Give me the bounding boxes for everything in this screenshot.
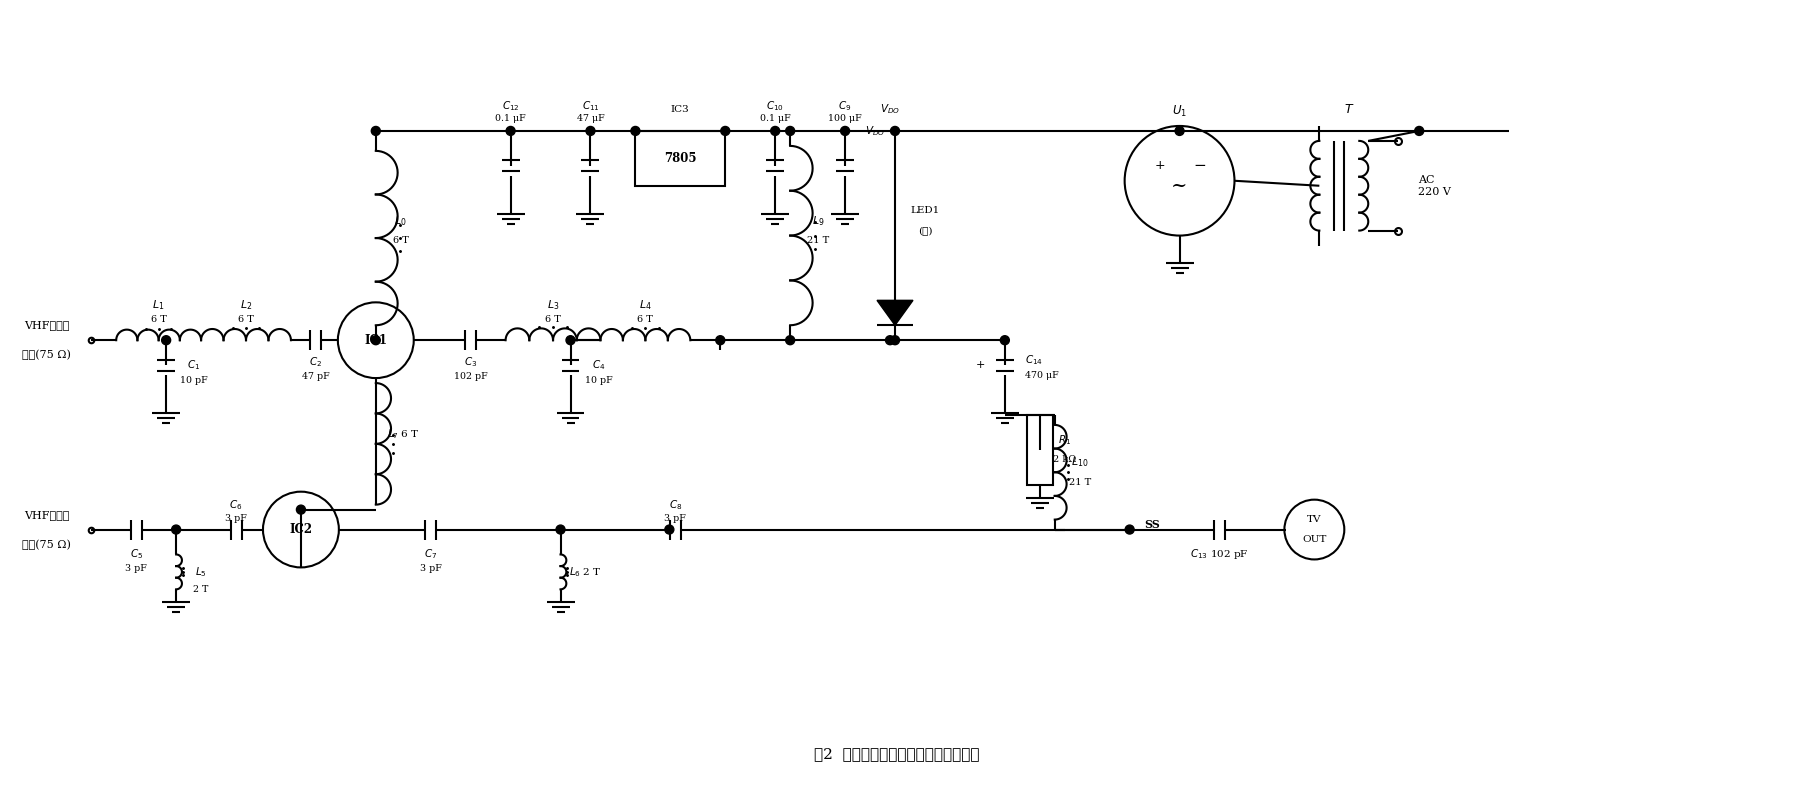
Circle shape xyxy=(666,525,675,534)
Text: 6 T: 6 T xyxy=(239,314,255,324)
Text: $R_1$: $R_1$ xyxy=(1058,433,1071,446)
Text: 2 kΩ: 2 kΩ xyxy=(1053,455,1076,464)
Text: 6 T: 6 T xyxy=(151,314,167,324)
Polygon shape xyxy=(877,300,913,326)
Text: 3 pF: 3 pF xyxy=(420,564,441,573)
Text: $C_{13}$ 102 pF: $C_{13}$ 102 pF xyxy=(1189,547,1249,562)
Text: IC3: IC3 xyxy=(671,105,689,114)
Text: $L_5$: $L_5$ xyxy=(196,565,206,579)
Text: $T$: $T$ xyxy=(1344,102,1354,115)
Text: $L_4$: $L_4$ xyxy=(639,298,651,312)
Text: TV: TV xyxy=(1308,515,1322,524)
Circle shape xyxy=(631,126,640,135)
Text: $C_{10}$: $C_{10}$ xyxy=(766,99,784,113)
Text: $C_4$: $C_4$ xyxy=(592,358,605,372)
Circle shape xyxy=(567,336,576,345)
Text: 47 μF: 47 μF xyxy=(576,114,605,123)
Text: 图2  放大－混合方式天线放大器电路图: 图2 放大－混合方式天线放大器电路图 xyxy=(814,746,980,761)
Text: $L_{10}$: $L_{10}$ xyxy=(1071,455,1089,469)
Text: VHF电视信: VHF电视信 xyxy=(23,510,68,520)
Text: $L_9$: $L_9$ xyxy=(813,214,825,227)
Text: $C_{12}$: $C_{12}$ xyxy=(502,99,520,113)
Text: 10 pF: 10 pF xyxy=(179,375,208,385)
Circle shape xyxy=(771,126,780,135)
Text: (红): (红) xyxy=(919,226,933,235)
Circle shape xyxy=(786,126,795,135)
Text: $C_2$: $C_2$ xyxy=(309,355,323,369)
Text: 3 pF: 3 pF xyxy=(664,514,687,523)
Text: 号人(75 Ω): 号人(75 Ω) xyxy=(22,350,70,361)
Circle shape xyxy=(161,336,170,345)
Text: 21 T: 21 T xyxy=(1069,478,1091,486)
Text: 470 μF: 470 μF xyxy=(1024,370,1058,379)
Text: 2 T: 2 T xyxy=(194,586,208,594)
Circle shape xyxy=(506,126,515,135)
Text: SS: SS xyxy=(1145,519,1161,530)
Text: ~: ~ xyxy=(1171,177,1188,194)
Circle shape xyxy=(296,505,305,514)
Text: $L_7$ 6 T: $L_7$ 6 T xyxy=(388,427,420,441)
Text: 3 pF: 3 pF xyxy=(126,564,147,573)
Text: 47 pF: 47 pF xyxy=(301,371,330,381)
Text: 6 T: 6 T xyxy=(637,314,653,324)
Text: $L_1$: $L_1$ xyxy=(152,298,165,312)
Bar xyxy=(635,131,725,186)
Text: $C_9$: $C_9$ xyxy=(838,99,852,113)
Text: 21 T: 21 T xyxy=(807,236,829,245)
Circle shape xyxy=(556,525,565,534)
Text: $V_{DO}$: $V_{DO}$ xyxy=(879,102,901,116)
Text: $V_{DO}$: $V_{DO}$ xyxy=(865,124,884,138)
Circle shape xyxy=(716,336,725,345)
Text: 10 pF: 10 pF xyxy=(585,375,612,385)
Text: $C_5$: $C_5$ xyxy=(129,547,144,562)
Text: $C_{11}$: $C_{11}$ xyxy=(581,99,599,113)
Text: $U_1$: $U_1$ xyxy=(1171,103,1188,118)
Circle shape xyxy=(1125,525,1134,534)
Text: $C_1$: $C_1$ xyxy=(188,358,201,372)
Circle shape xyxy=(890,336,899,345)
Text: 100 μF: 100 μF xyxy=(829,114,861,123)
Circle shape xyxy=(1415,126,1424,135)
Text: 102 pF: 102 pF xyxy=(454,371,488,381)
Text: AC
220 V: AC 220 V xyxy=(1419,175,1451,197)
Text: $L_0$: $L_0$ xyxy=(395,214,407,227)
Text: VHF电视信: VHF电视信 xyxy=(23,320,68,330)
Text: $C_6$: $C_6$ xyxy=(230,498,242,511)
Text: $C_3$: $C_3$ xyxy=(465,355,477,369)
Text: 0.1 μF: 0.1 μF xyxy=(761,114,791,123)
Circle shape xyxy=(786,336,795,345)
Text: IC1: IC1 xyxy=(364,334,388,346)
Circle shape xyxy=(841,126,850,135)
Text: 3 pF: 3 pF xyxy=(224,514,248,523)
Text: $C_7$: $C_7$ xyxy=(423,547,438,562)
Circle shape xyxy=(886,336,895,345)
Text: 6 T: 6 T xyxy=(393,236,409,245)
Circle shape xyxy=(172,525,181,534)
Text: $L_2$: $L_2$ xyxy=(240,298,253,312)
Text: 0.1 μF: 0.1 μF xyxy=(495,114,526,123)
Text: IC2: IC2 xyxy=(289,523,312,536)
Text: LED1: LED1 xyxy=(910,206,940,215)
Bar xyxy=(1026,415,1053,485)
Text: +: + xyxy=(976,360,985,370)
Text: +: + xyxy=(1154,159,1164,172)
Text: OUT: OUT xyxy=(1302,535,1326,544)
Text: $C_{14}$: $C_{14}$ xyxy=(1024,354,1042,367)
Circle shape xyxy=(721,126,730,135)
Text: 6 T: 6 T xyxy=(545,314,562,324)
Circle shape xyxy=(890,126,899,135)
Circle shape xyxy=(587,126,596,135)
Circle shape xyxy=(371,336,380,345)
Text: $L_6$ 2 T: $L_6$ 2 T xyxy=(569,565,601,579)
Text: 7805: 7805 xyxy=(664,152,696,165)
Text: 号人(75 Ω): 号人(75 Ω) xyxy=(22,539,70,550)
Circle shape xyxy=(1175,126,1184,135)
Text: $L_3$: $L_3$ xyxy=(547,298,560,312)
Circle shape xyxy=(1001,336,1010,345)
Circle shape xyxy=(371,126,380,135)
Text: $C_8$: $C_8$ xyxy=(669,498,682,511)
Text: −: − xyxy=(1193,158,1206,174)
